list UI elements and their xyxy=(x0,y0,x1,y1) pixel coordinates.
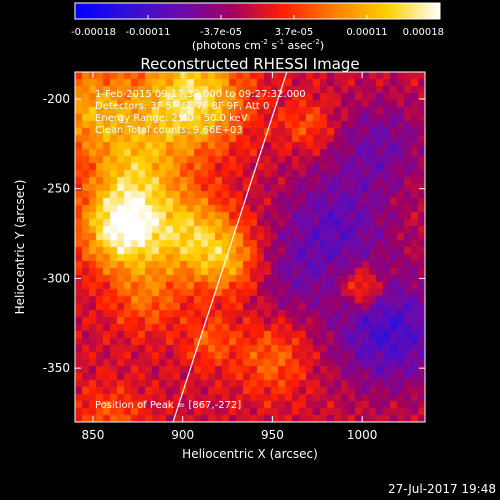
colorbar-tick-label: 0.00018 xyxy=(403,27,444,38)
colorbar-tick-label: 3.7e-05 xyxy=(275,27,313,38)
y-tick-label: -350 xyxy=(43,361,70,375)
annotation-clean-counts: Clean Total counts: 9.66E+03 xyxy=(95,125,243,136)
solar-limb-line xyxy=(172,71,288,423)
colorbar-tick-label: -3.7e-05 xyxy=(200,27,242,38)
annotation-time-range: 1-Feb-2015 09:17:32.000 to 09:27:32.000 xyxy=(95,89,306,100)
colorbar-units: (photons cm-2 s-1 asec-2) xyxy=(192,38,324,52)
y-tick-label: -250 xyxy=(43,182,70,196)
chart-title: Reconstructed RHESSI Image xyxy=(140,55,359,73)
y-axis-label: Heliocentric Y (arcsec) xyxy=(13,180,27,315)
annotation-peak-position: Position of Peak = [867,-272] xyxy=(95,400,241,411)
colorbar-tick-label: -0.00011 xyxy=(126,27,171,38)
plot-frame xyxy=(74,71,426,423)
heatmap-image xyxy=(75,72,425,422)
x-tick-label: 900 xyxy=(171,428,194,442)
annotation-detectors: Detectors: 3F 5F 6F 7F 8F 9F, Att 0 xyxy=(95,101,269,112)
x-tick-label: 1000 xyxy=(347,428,378,442)
x-tick-label: 950 xyxy=(261,428,284,442)
x-tick-label: 850 xyxy=(81,428,104,442)
annotation-energy-range: Energy Range: 25.0 - 50.0 keV xyxy=(95,113,248,124)
colorbar-tick-label: 0.00011 xyxy=(346,27,387,38)
y-tick-label: -300 xyxy=(43,271,70,285)
footer-date: 27-Jul-2017 19:48 xyxy=(387,482,496,496)
colorbar-ticks: -0.00018 -0.00011 -3.7e-05 3.7e-05 0.00011 0.… xyxy=(71,15,444,38)
y-axis-ticks: -200 -250 -300 -350 xyxy=(43,92,425,375)
colorbar-gradient xyxy=(74,2,441,20)
colorbar-tick-label: -0.00018 xyxy=(71,27,116,38)
x-axis-label: Heliocentric X (arcsec) xyxy=(182,447,318,461)
y-tick-label: -200 xyxy=(43,92,70,106)
x-axis-ticks: 850 900 950 1000 xyxy=(81,72,377,442)
